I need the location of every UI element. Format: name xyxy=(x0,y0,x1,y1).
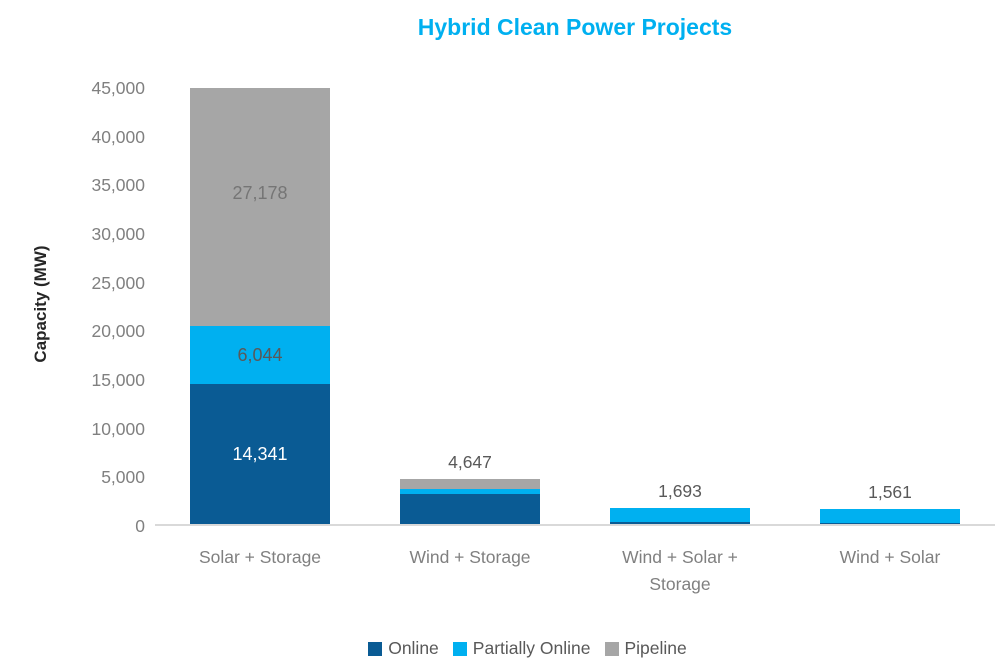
category-label-solar-storage: Solar + Storage xyxy=(155,544,365,571)
y-tick-label: 15,000 xyxy=(91,370,145,390)
category-label-wind-storage: Wind + Storage xyxy=(365,544,575,571)
segment-partially-online xyxy=(400,488,540,495)
segment-online xyxy=(400,494,540,524)
segment-online xyxy=(610,521,750,524)
chart-title: Hybrid Clean Power Projects xyxy=(417,14,733,40)
y-tick-label: 25,000 xyxy=(91,272,145,293)
category-label-text: Wind + Solar + Storage xyxy=(622,547,738,595)
y-axis: 45,000 40,000 35,000 30,000 25,000 20,00… xyxy=(0,78,145,536)
legend: Online Partially Online Pipeline xyxy=(60,638,995,659)
legend-item-pipeline: Pipeline xyxy=(604,638,687,659)
y-tick-label: 30,000 xyxy=(91,224,145,244)
legend-label: Partially Online xyxy=(472,638,591,658)
y-tick-label: 20,000 xyxy=(91,321,145,342)
bar-total-label: 1,693 xyxy=(658,480,702,501)
segment-pipeline xyxy=(610,507,750,509)
category-label-text: Wind + Storage xyxy=(409,547,531,567)
category-label-wind-solar: Wind + Solar xyxy=(785,544,995,571)
legend-swatch-partially-online-icon xyxy=(452,641,467,656)
segment-pipeline: 27,178 xyxy=(190,88,330,326)
category-label-text: Wind + Solar xyxy=(839,547,941,567)
segment-value-label: 27,178 xyxy=(232,182,288,203)
bar-total-label: 1,561 xyxy=(868,481,912,502)
segment-pipeline xyxy=(400,478,540,489)
bar-group-wind-solar-storage: 1,693 xyxy=(610,88,750,524)
segment-online: 14,341 xyxy=(190,384,330,524)
segment-partially-online xyxy=(820,508,960,523)
segment-value-label: 14,341 xyxy=(232,443,288,464)
segment-online xyxy=(820,522,960,524)
bar-total-label: 4,647 xyxy=(448,451,492,472)
legend-label: Online xyxy=(388,638,439,658)
y-tick-label: 5,000 xyxy=(101,467,145,488)
y-tick-label: 35,000 xyxy=(91,175,145,196)
bar-group-solar-storage: 14,341 6,044 27,178 xyxy=(190,88,330,524)
segment-partially-online xyxy=(610,508,750,522)
segment-value-label: 6,044 xyxy=(237,344,283,365)
legend-item-online: Online xyxy=(368,638,439,659)
legend-item-partially-online: Partially Online xyxy=(452,638,591,659)
y-tick-label: 40,000 xyxy=(91,126,145,147)
legend-label: Pipeline xyxy=(624,638,687,658)
y-tick-label: 0 xyxy=(135,516,145,536)
category-label-wind-solar-storage: Wind + Solar + Storage xyxy=(575,544,785,598)
y-tick-label: 10,000 xyxy=(91,418,145,439)
legend-swatch-online-icon xyxy=(368,641,383,656)
category-label-text: Solar + Storage xyxy=(198,547,322,567)
bar-group-wind-solar: 1,561 xyxy=(820,88,960,524)
legend-swatch-pipeline-icon xyxy=(604,641,619,656)
y-tick-label: 45,000 xyxy=(91,78,145,98)
segment-partially-online: 6,044 xyxy=(190,325,330,385)
bar-group-wind-storage: 4,647 xyxy=(400,88,540,524)
plot-area: 14,341 6,044 27,178 4,647 1,693 xyxy=(155,88,995,526)
